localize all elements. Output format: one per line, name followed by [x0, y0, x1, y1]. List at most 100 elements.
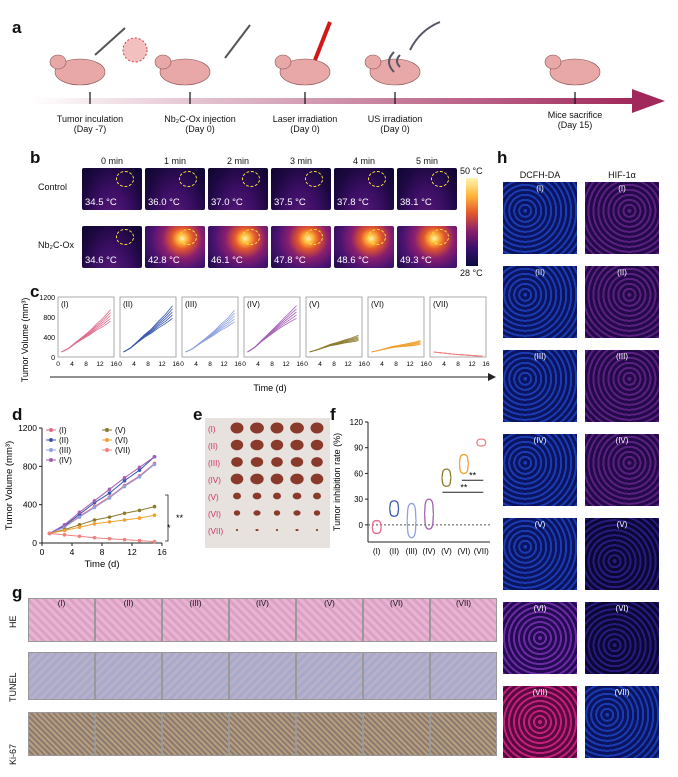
tumor-specimen — [233, 492, 241, 500]
fluorescence-image: (V) — [585, 518, 659, 590]
thermal-time-0: 0 min — [100, 156, 123, 166]
panel-d-point — [77, 515, 82, 519]
panel-f-xtick-label: (IV) — [423, 547, 436, 556]
panel-d-legend-label: (III) — [59, 446, 71, 455]
fluorescence-group-label: (VII) — [614, 688, 630, 697]
panel-c-xtick: 0 — [304, 361, 308, 368]
histology-image — [95, 652, 162, 700]
panel-d-point — [122, 478, 127, 483]
tumor-specimen — [252, 492, 262, 500]
laser-icon — [313, 21, 332, 61]
thermal-image: 47.8 °C — [271, 226, 331, 268]
histology-image: (V) — [296, 598, 363, 642]
panel-e-row-label: (V) — [208, 493, 219, 502]
tumor-specimen — [310, 422, 324, 434]
panel-d-significance: ** — [176, 513, 184, 523]
tumor-specimen — [275, 528, 279, 532]
panel-c-xtick: 0 — [56, 361, 60, 368]
fluorescence-image: (I) — [585, 182, 659, 254]
panel-label-f: f — [330, 405, 336, 424]
panel-f-violin — [423, 498, 435, 530]
panel-d-xtick-label: 12 — [127, 547, 137, 557]
panel-e-row-label: (II) — [208, 442, 218, 451]
panel-c-xtick: 0 — [366, 361, 370, 368]
mouse-icon — [49, 54, 601, 86]
panel-f-xtick-label: (II) — [389, 547, 399, 556]
tumor-specimen — [230, 473, 244, 485]
histology-group-label: (V) — [324, 599, 335, 608]
panel-c-xtick: 8 — [270, 361, 274, 368]
tumor-specimen — [311, 457, 323, 467]
tumor-specimen — [235, 528, 239, 532]
panel-c-xtick: 12 — [220, 361, 228, 368]
panel-c-xtick: 4 — [70, 361, 74, 368]
panel-d-xtick-label: 4 — [70, 547, 75, 557]
histology-image — [363, 712, 430, 756]
panel-c-group-label: (V) — [309, 300, 320, 309]
fluorescence-group-label: (VI) — [533, 604, 547, 613]
panel-c-subplot-frame — [181, 296, 239, 358]
panel-c-xtick: 16 — [482, 361, 490, 368]
tumor-specimen — [270, 422, 284, 434]
fluorescence-group-label: (I) — [536, 184, 544, 193]
tumor-specimen — [250, 473, 264, 485]
panel-d-point — [107, 520, 112, 524]
panel-label-c: c — [30, 282, 40, 301]
tumor-specimen — [250, 457, 264, 467]
panel-f-significance: ** — [469, 471, 477, 481]
fluorescence-group-label: (VI) — [615, 604, 629, 613]
panel-d-legend-label: (IV) — [59, 456, 72, 465]
panel-c-xtick: 8 — [208, 361, 212, 368]
timeline-svg — [30, 21, 665, 113]
panel-d-legend-marker — [49, 438, 53, 442]
panel-c-group-label: (I) — [61, 300, 69, 309]
panel-c-series-line — [185, 310, 235, 353]
panel-label-e: e — [193, 405, 203, 424]
tumor-specimen — [315, 528, 319, 532]
panel-f-chart: 0 30 60 90 120 Tumor inhibition rate (%) (I) (I… — [332, 418, 490, 556]
thermal-image: 37.5 °C — [271, 168, 331, 210]
panel-d-point — [107, 496, 112, 500]
tumor-specimen — [270, 439, 284, 451]
panel-f-violin — [441, 468, 452, 487]
fluorescence-image: (II) — [503, 266, 577, 338]
panel-d-point — [62, 522, 67, 527]
panel-c-xtick: 4 — [194, 361, 198, 368]
panel-c-xtick: 4 — [256, 361, 260, 368]
histology-group-label: (VI) — [390, 599, 403, 608]
histology-group-label: (IV) — [256, 599, 269, 608]
fluorescence-image: (VII) — [585, 686, 659, 758]
histology-image — [162, 712, 229, 756]
panel-d-point — [62, 533, 67, 537]
tumor-specimen — [290, 439, 304, 451]
panel-c-xtick: 8 — [332, 361, 336, 368]
panel-d-point — [92, 535, 97, 540]
panel-d-point — [77, 525, 82, 529]
fluorescence-group-label: (I) — [618, 184, 626, 193]
panel-d-point — [152, 504, 157, 509]
tumor-specimen — [290, 473, 304, 485]
panel-c-axis-arrowhead — [488, 373, 496, 381]
fluorescence-image: (VII) — [503, 686, 577, 758]
panel-f-xtick-label: (III) — [406, 547, 418, 556]
panel-c-ytick: 0 — [51, 355, 55, 362]
panel-d-point — [62, 528, 67, 533]
thermal-image: 48.6 °C — [334, 226, 394, 268]
fluorescence-image: (VI) — [503, 602, 577, 674]
panel-d-point — [122, 537, 127, 542]
histology-image — [430, 652, 497, 700]
panel-c-series-line — [123, 308, 173, 353]
panel-c-group-label: (III) — [185, 300, 197, 309]
panel-c-series-line — [433, 351, 483, 357]
panel-d-point — [92, 505, 97, 510]
panel-c-series-line — [123, 305, 173, 353]
panel-f-xtick-label: (VI) — [457, 547, 470, 556]
panel-c-group-label: (VI) — [371, 300, 384, 309]
tumor-specimen — [313, 492, 321, 500]
panel-d-point — [122, 476, 127, 480]
panel-d-series-line — [49, 456, 155, 534]
panel-c-xtick: 0 — [242, 361, 246, 368]
panel-d-bracket — [165, 494, 169, 542]
panel-f-violin — [405, 502, 418, 539]
fluorescence-group-label: (V) — [616, 520, 628, 529]
